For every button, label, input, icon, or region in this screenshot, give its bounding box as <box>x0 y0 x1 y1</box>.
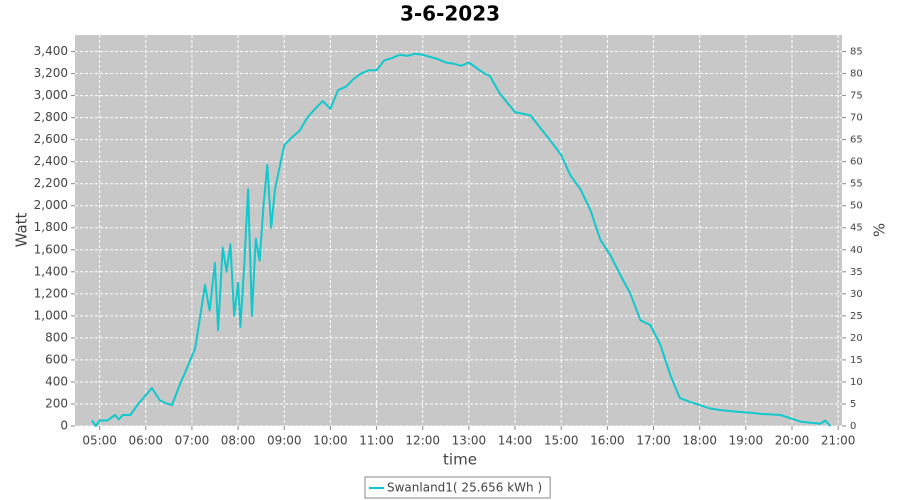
y2-tick-label: 40 <box>850 245 863 256</box>
x-tick-label: 14:00 <box>498 434 533 448</box>
x-tick-label: 07:00 <box>175 434 210 448</box>
y-tick-label: 2,800 <box>34 110 68 124</box>
series-line <box>91 52 832 427</box>
x-tick-label: 06:00 <box>128 434 163 448</box>
y2-axis-label: % <box>871 223 889 237</box>
y-tick-label: 2,200 <box>34 176 68 190</box>
x-tick-label: 21:00 <box>821 434 856 448</box>
y-tick-label: 3,400 <box>34 44 68 58</box>
y2-tick-label: 80 <box>850 69 863 80</box>
y-tick-label: 0 <box>60 419 68 433</box>
legend-box <box>364 476 551 499</box>
y-tick-label: 800 <box>45 330 68 344</box>
y2-tick-label: 65 <box>850 135 863 146</box>
y-tick-label: 2,000 <box>34 198 68 212</box>
y2-tick-label: 0 <box>850 421 856 432</box>
y-tick-label: 600 <box>45 352 68 366</box>
y-tick-label: 2,600 <box>34 132 68 146</box>
y2-tick-label: 60 <box>850 157 863 168</box>
x-axis-label: time <box>443 451 477 469</box>
y-tick-label: 1,400 <box>34 264 68 278</box>
y2-tick-label: 75 <box>850 91 863 102</box>
legend: Swanland1( 25.656 kWh ) <box>364 476 551 499</box>
x-tick-label: 08:00 <box>221 434 256 448</box>
plot-area <box>75 35 842 426</box>
y2-tick-label: 5 <box>850 399 856 410</box>
y-tick-label: 400 <box>45 374 68 388</box>
y2-tick-label: 35 <box>850 267 863 278</box>
y-tick-label: 1,200 <box>34 286 68 300</box>
chart-title: 3-6-2023 <box>400 2 500 26</box>
x-tick-label: 17:00 <box>636 434 671 448</box>
x-tick-label: 13:00 <box>452 434 487 448</box>
y2-tick-label: 45 <box>850 223 863 234</box>
y2-tick-label: 85 <box>850 47 863 58</box>
y-tick-label: 3,000 <box>34 88 68 102</box>
y-tick-label: 1,000 <box>34 308 68 322</box>
y2-tick-label: 15 <box>850 355 863 366</box>
y-tick-label: 3,200 <box>34 66 68 80</box>
x-tick-label: 09:00 <box>267 434 302 448</box>
y-tick-label: 1,800 <box>34 220 68 234</box>
x-tick-label: 10:00 <box>313 434 348 448</box>
y2-tick-label: 70 <box>850 113 863 124</box>
y2-tick-label: 25 <box>850 311 863 322</box>
y2-tick-label: 55 <box>850 179 863 190</box>
y-tick-label: 2,400 <box>34 154 68 168</box>
x-tick-label: 15:00 <box>544 434 579 448</box>
y2-tick-label: 20 <box>850 333 863 344</box>
y-axis-label: Watt <box>13 212 31 247</box>
x-tick-label: 18:00 <box>682 434 717 448</box>
y-tick-label: 200 <box>45 396 68 410</box>
x-tick-label: 12:00 <box>405 434 440 448</box>
y-tick-label: 1,600 <box>34 242 68 256</box>
x-tick-label: 20:00 <box>775 434 810 448</box>
y2-tick-label: 50 <box>850 201 863 212</box>
x-tick-label: 11:00 <box>359 434 394 448</box>
x-tick-label: 16:00 <box>590 434 625 448</box>
x-tick-label: 19:00 <box>729 434 764 448</box>
x-tick-label: 05:00 <box>82 434 117 448</box>
legend-label: Swanland1( 25.656 kWh ) <box>387 481 542 495</box>
y2-tick-label: 30 <box>850 289 863 300</box>
y2-tick-label: 10 <box>850 377 863 388</box>
